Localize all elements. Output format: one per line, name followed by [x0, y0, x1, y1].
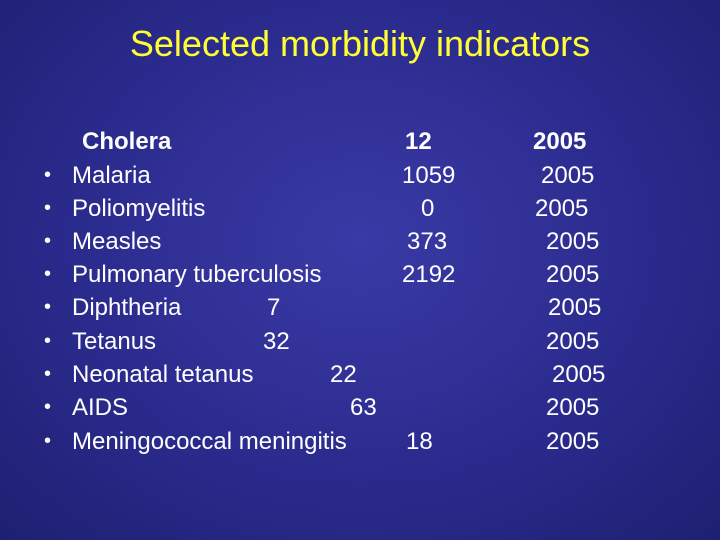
indicator-year: 2005	[533, 128, 587, 155]
indicator-name: Cholera	[82, 128, 172, 155]
indicator-year: 2005	[546, 394, 600, 421]
bullet: •	[44, 197, 52, 219]
indicator-name: Measles	[72, 228, 162, 255]
indicator-name: Poliomyelitis	[72, 195, 206, 222]
list-item: • Malaria 1059 2005	[0, 159, 720, 192]
indicator-name: Pulmonary tuberculosis	[72, 261, 322, 288]
list-item: • Measles 373 2005	[0, 225, 720, 258]
bullet: •	[44, 430, 52, 452]
indicator-value: 1059	[402, 162, 456, 189]
indicator-value: 0	[421, 195, 435, 222]
list-item: • Neonatal tetanus 22 2005	[0, 358, 720, 391]
indicator-value: 7	[267, 294, 281, 321]
indicator-year: 2005	[546, 261, 600, 288]
indicator-name: Meningococcal meningitis	[72, 428, 347, 455]
bullet: •	[44, 164, 52, 186]
indicator-name: Diphtheria	[72, 294, 182, 321]
list-item: • Tetanus 32 2005	[0, 325, 720, 358]
list-item: • Meningococcal meningitis 18 2005	[0, 425, 720, 458]
indicator-value: 373	[407, 228, 448, 255]
bullet: •	[44, 263, 52, 285]
indicator-value: 22	[330, 361, 357, 388]
indicator-year: 2005	[546, 328, 600, 355]
indicator-name: Tetanus	[72, 328, 157, 355]
indicator-year: 2005	[535, 195, 589, 222]
bullet: •	[44, 296, 52, 318]
indicator-year: 2005	[541, 162, 595, 189]
bullet: •	[44, 230, 52, 252]
indicator-name: Malaria	[72, 162, 151, 189]
indicator-value: 18	[406, 428, 433, 455]
bullet: •	[44, 363, 52, 385]
indicator-value: 2192	[402, 261, 456, 288]
indicator-year: 2005	[548, 294, 602, 321]
slide-title: Selected morbidity indicators	[129, 23, 591, 64]
list-item: • Pulmonary tuberculosis 2192 2005	[0, 258, 720, 291]
list-item: Cholera 12 2005	[0, 125, 720, 158]
indicator-year: 2005	[546, 428, 600, 455]
indicator-value: 32	[263, 328, 290, 355]
indicator-year: 2005	[546, 228, 600, 255]
indicator-name: AIDS	[72, 394, 129, 421]
indicator-year: 2005	[552, 361, 606, 388]
indicator-value: 63	[350, 394, 377, 421]
bullet: •	[44, 396, 52, 418]
list-item: • AIDS 63 2005	[0, 391, 720, 424]
indicator-value: 12	[405, 128, 432, 155]
list-item: • Diphtheria 7 2005	[0, 291, 720, 324]
bullet: •	[44, 330, 52, 352]
list-item: • Poliomyelitis 0 2005	[0, 192, 720, 225]
indicator-name: Neonatal tetanus	[72, 361, 254, 388]
